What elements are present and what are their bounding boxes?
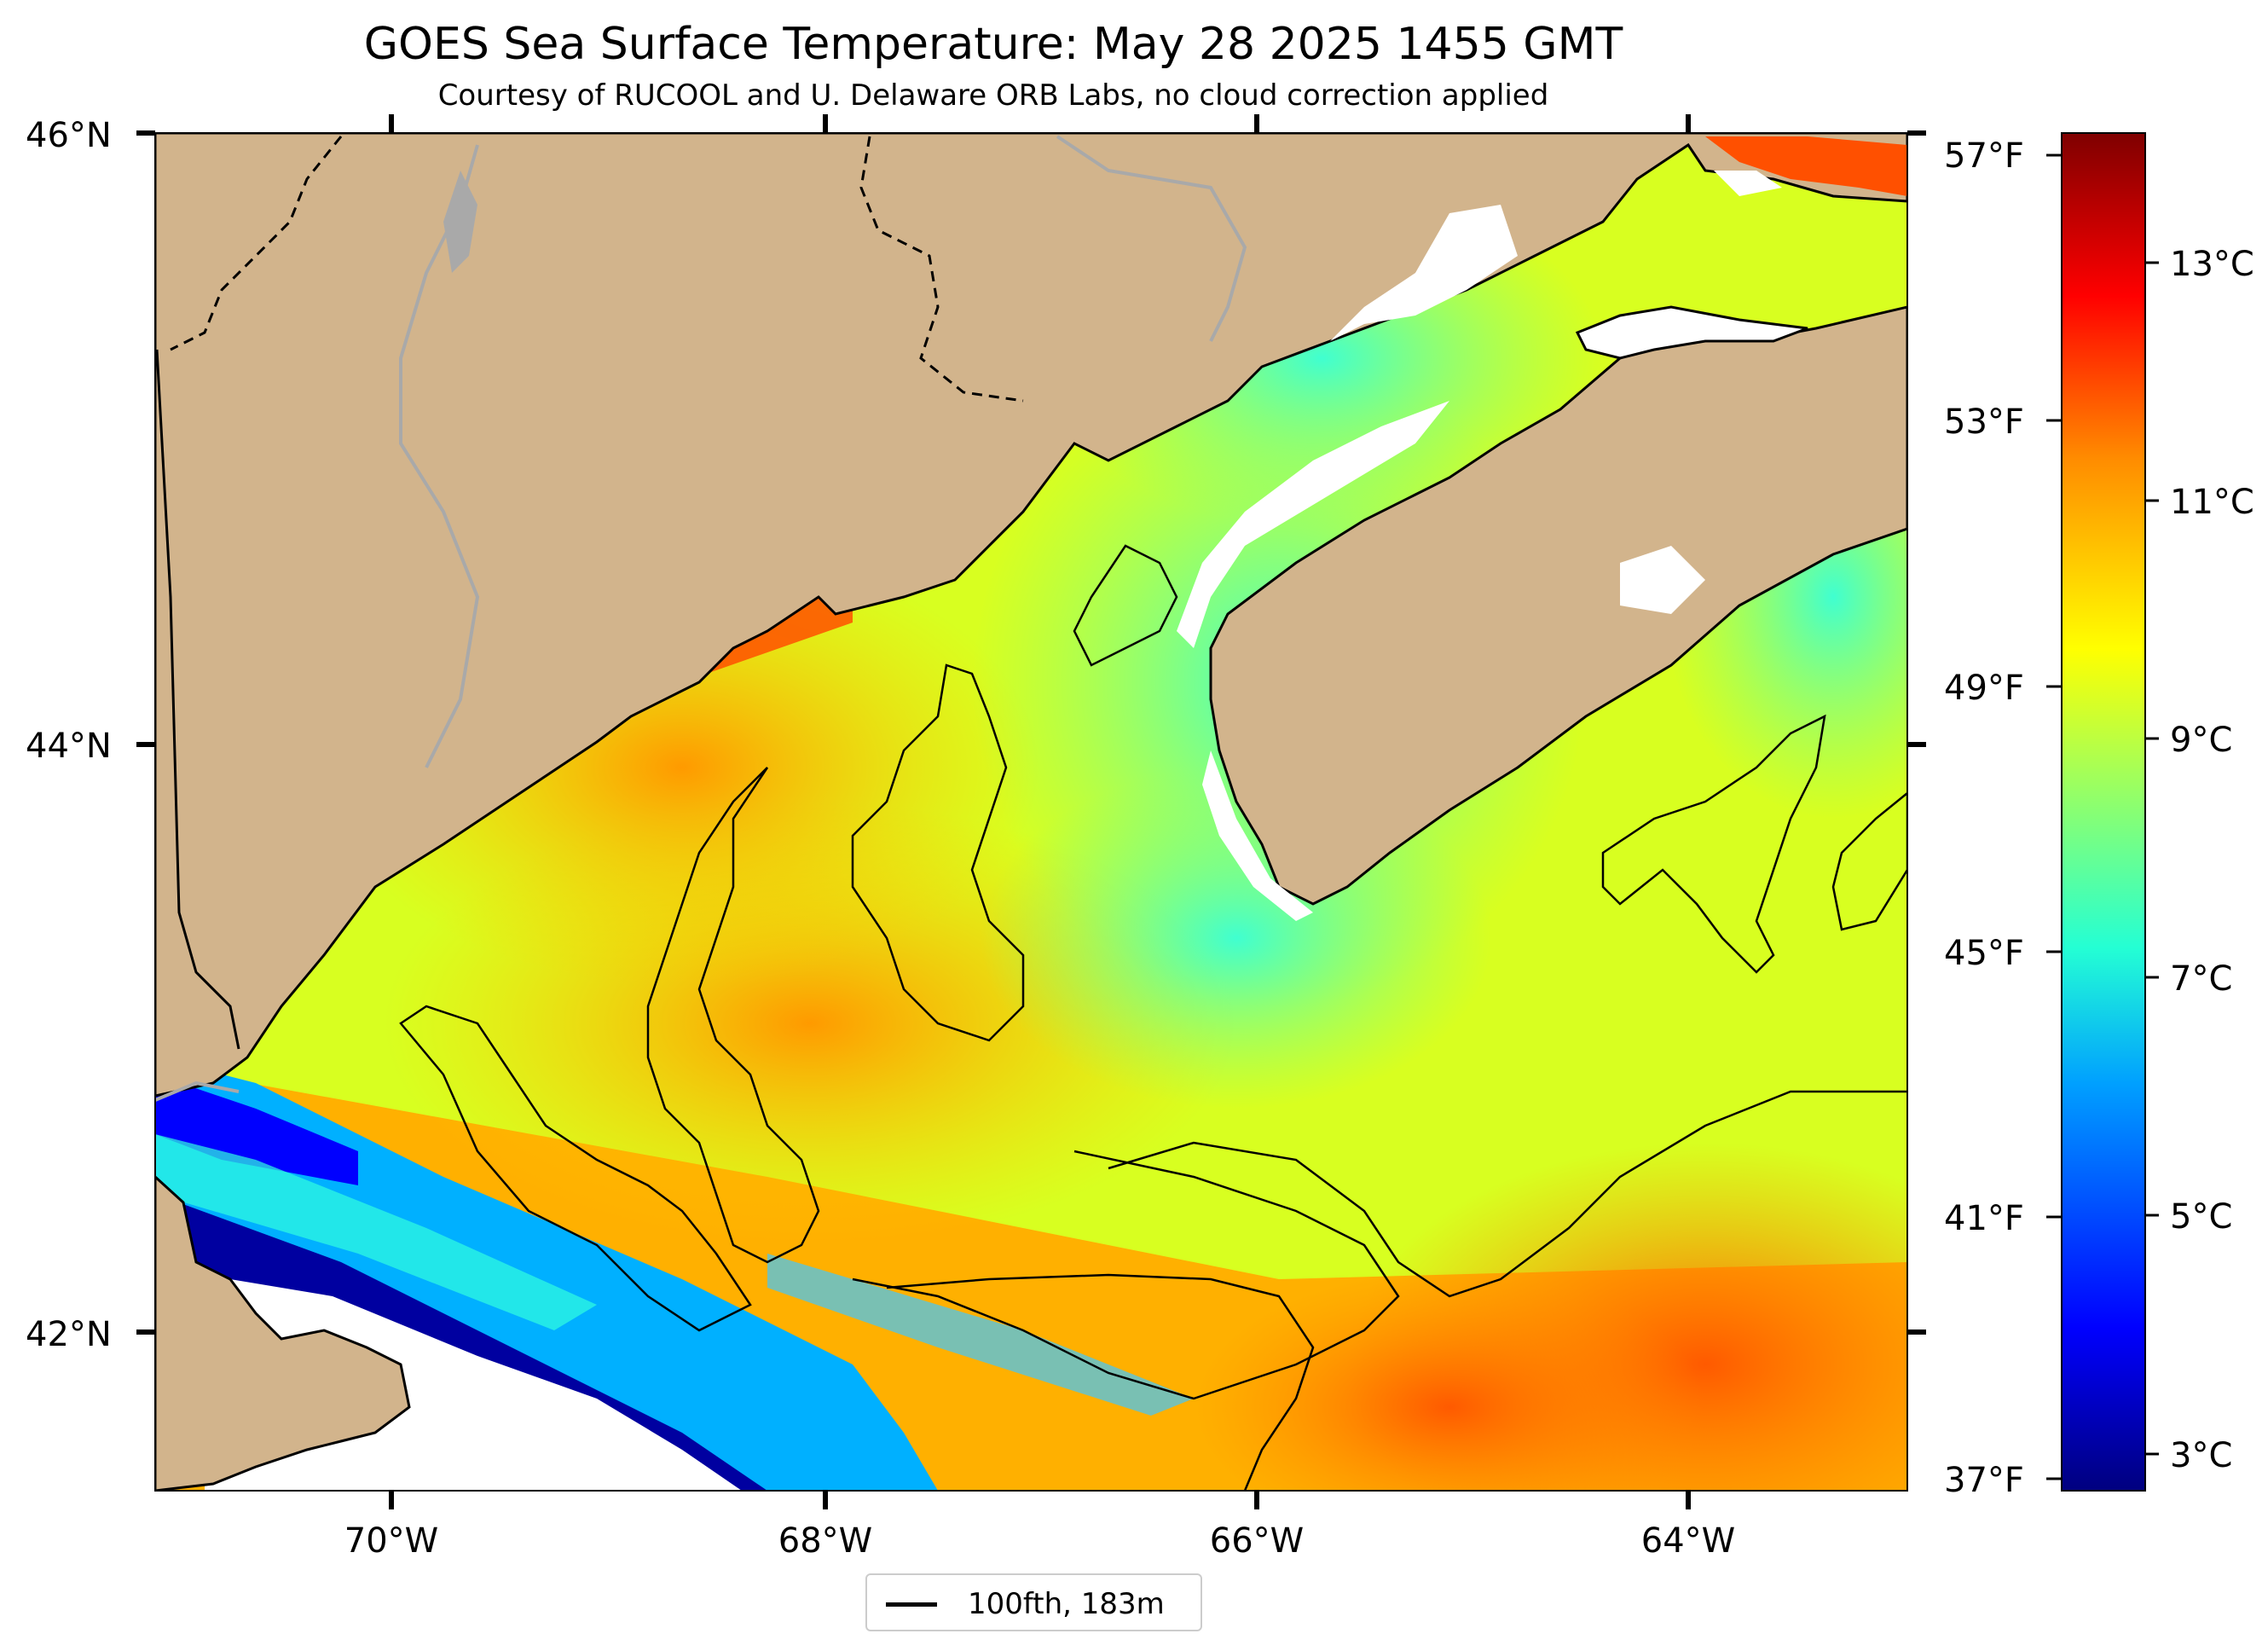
page-subtitle: Courtesy of RUCOOL and U. Delaware ORB L… xyxy=(437,78,1549,113)
land-mainland xyxy=(155,133,1907,1098)
colorbar xyxy=(2061,132,2146,1492)
lon-label-68: 68°W xyxy=(778,1521,872,1561)
colorbar-c-9: 9°C xyxy=(2170,721,2232,760)
colorbar-f-45: 45°F xyxy=(1944,934,2024,973)
lon-label-64: 64°W xyxy=(1641,1521,1735,1561)
colorbar-f-57: 57°F xyxy=(1944,136,2024,176)
legend-label: 100fth, 183m xyxy=(968,1587,1165,1621)
border-dashed xyxy=(170,136,343,351)
colorbar-f-41: 41°F xyxy=(1944,1199,2024,1238)
lon-label-66: 66°W xyxy=(1210,1521,1304,1561)
legend-line-swatch xyxy=(886,1602,937,1607)
isobath-100fth xyxy=(399,544,1907,1491)
colorbar-f-49: 49°F xyxy=(1944,669,2024,708)
lat-label-46: 46°N xyxy=(26,116,112,155)
land-nova-scotia xyxy=(1209,305,1907,906)
colorbar-c-5: 5°C xyxy=(2170,1197,2232,1237)
colorbar-c-13: 13°C xyxy=(2170,245,2254,284)
lon-ticks xyxy=(389,114,1691,1509)
legend: 100fth, 183m xyxy=(865,1573,1202,1631)
border-solid xyxy=(155,349,240,1050)
river xyxy=(155,1080,240,1102)
land-pei xyxy=(1575,305,1808,360)
colorbar-c-11: 11°C xyxy=(2170,483,2254,522)
lon-label-70: 70°W xyxy=(344,1521,438,1561)
border-dashed xyxy=(859,136,1024,403)
lat-ticks xyxy=(136,130,1926,1335)
colorbar-c-3: 3°C xyxy=(2170,1436,2232,1475)
lat-label-44: 44°N xyxy=(26,727,112,766)
page-title: GOES Sea Surface Temperature: May 28 202… xyxy=(363,19,1623,70)
colorbar-f-37: 37°F xyxy=(1944,1461,2024,1500)
lat-label-42: 42°N xyxy=(26,1315,112,1354)
colorbar-c-7: 7°C xyxy=(2170,959,2232,999)
land-cape-cod xyxy=(155,1174,411,1491)
colorbar-f-53: 53°F xyxy=(1944,403,2024,442)
sst-field xyxy=(155,133,1907,1491)
river xyxy=(1056,135,1247,342)
